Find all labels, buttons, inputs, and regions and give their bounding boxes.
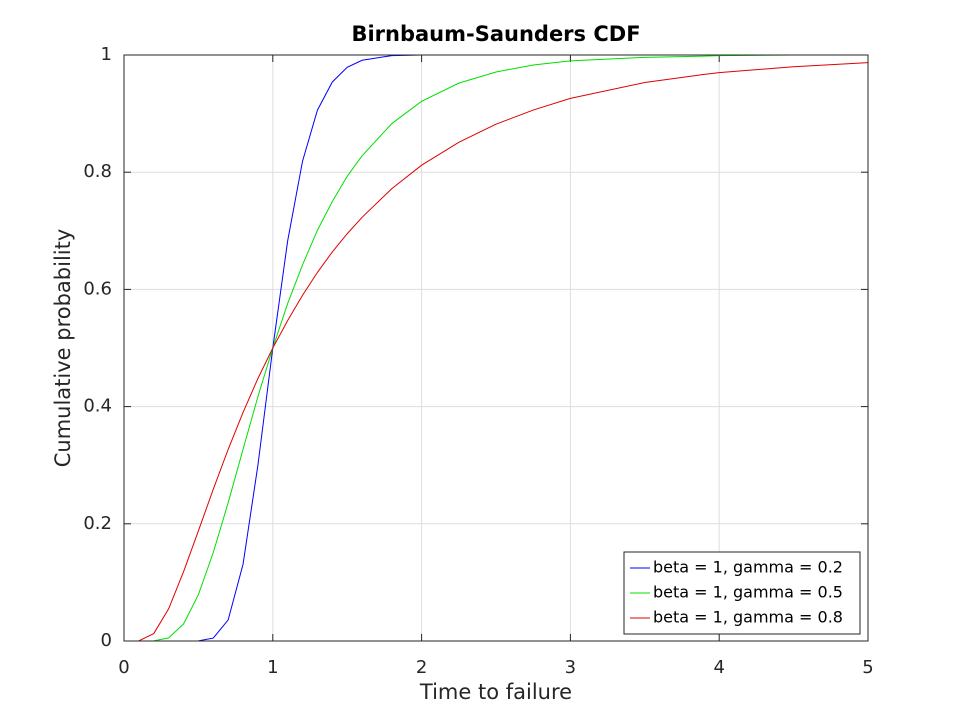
y-tick-label: 0.6 bbox=[83, 278, 112, 299]
y-tick-label: 1 bbox=[101, 44, 112, 65]
x-tick-label: 0 bbox=[118, 657, 129, 678]
x-tick-label: 5 bbox=[862, 657, 873, 678]
x-tick-label: 1 bbox=[267, 657, 278, 678]
x-tick-label: 2 bbox=[416, 657, 427, 678]
legend-label: beta = 1, gamma = 0.8 bbox=[653, 608, 843, 627]
legend-label: beta = 1, gamma = 0.5 bbox=[653, 583, 843, 602]
x-tick-label: 3 bbox=[565, 657, 576, 678]
y-tick-label: 0.8 bbox=[83, 161, 112, 182]
axes-box bbox=[123, 54, 869, 642]
y-tick-label: 0 bbox=[101, 630, 112, 651]
plot-area bbox=[124, 55, 868, 641]
chart-title: Birnbaum-Saunders CDF bbox=[351, 22, 640, 46]
legend-label: beta = 1, gamma = 0.2 bbox=[653, 558, 843, 577]
y-tick-label: 0.2 bbox=[83, 513, 112, 534]
legend-box bbox=[623, 551, 861, 635]
y-axis-label: Cumulative probability bbox=[51, 229, 75, 468]
series-line bbox=[124, 54, 868, 642]
x-tick-label: 4 bbox=[713, 657, 724, 678]
legend: beta = 1, gamma = 0.2 beta = 1, gamma = 0… bbox=[623, 551, 861, 635]
x-axis-label: Time to failure bbox=[419, 680, 572, 704]
series-line bbox=[123, 62, 869, 642]
y-tick-label: 0.4 bbox=[83, 396, 112, 417]
